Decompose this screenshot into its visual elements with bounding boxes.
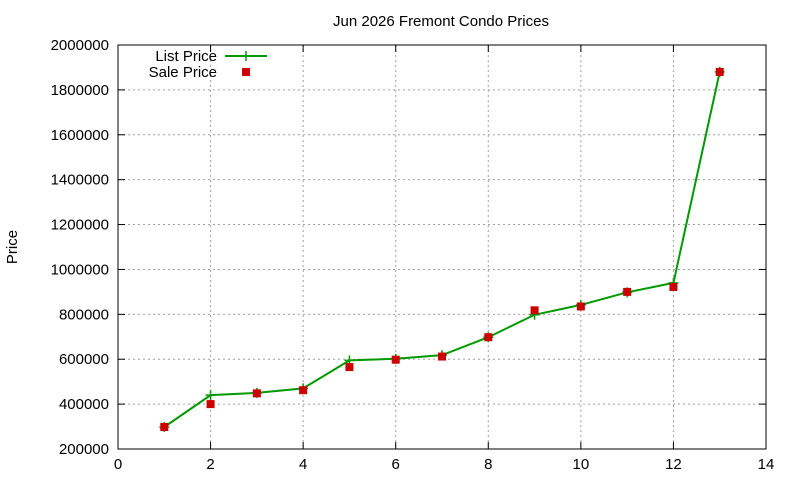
sale-price-point — [576, 302, 585, 311]
legend-swatch-sale-price — [242, 68, 250, 76]
x-tick-label: 0 — [114, 456, 122, 473]
sale-price-point — [299, 386, 308, 395]
chart-title: Jun 2026 Fremont Condo Prices — [333, 13, 549, 30]
x-tick-label: 2 — [206, 456, 214, 473]
legend-label-sale-price: Sale Price — [149, 64, 217, 81]
legend-label-list-price: List Price — [155, 48, 217, 65]
sale-price-point — [623, 287, 632, 296]
sale-price-point — [391, 355, 400, 364]
y-tick-label: 400000 — [59, 396, 109, 413]
y-tick-label: 600000 — [59, 351, 109, 368]
sale-price-point — [438, 352, 446, 361]
x-tick-label: 8 — [484, 456, 492, 473]
x-tick-label: 12 — [665, 456, 682, 473]
series-layer — [159, 66, 725, 433]
sale-price-point — [160, 423, 169, 432]
axes: 0 2 4 6 8 10 12 14 200000 400000 600000 800000 10000… — [51, 37, 775, 473]
sale-price-point — [206, 400, 215, 409]
y-tick-label: 1800000 — [51, 82, 109, 99]
y-tick-label: 1600000 — [51, 127, 109, 144]
y-axis-label: Price — [4, 230, 21, 264]
sale-price-point — [669, 282, 678, 291]
sale-price-point — [484, 333, 493, 342]
x-tick-label: 6 — [392, 456, 400, 473]
grid — [118, 45, 766, 449]
list-price-point — [205, 390, 216, 401]
y-tick-label: 1200000 — [51, 217, 109, 234]
x-tick-label: 4 — [299, 456, 307, 473]
legend-marker-list-price — [241, 51, 251, 61]
sale-price-point — [345, 363, 354, 372]
sale-price-point — [530, 306, 539, 315]
sale-price-point — [252, 389, 261, 398]
y-tick-label: 1000000 — [51, 261, 109, 278]
y-tick-label: 1400000 — [51, 172, 109, 189]
y-tick-label: 2000000 — [51, 37, 109, 54]
x-tick-label: 14 — [758, 456, 775, 473]
x-tick-label: 10 — [573, 456, 590, 473]
y-tick-label: 200000 — [59, 441, 109, 458]
sale-price-point — [715, 67, 724, 76]
plot-border — [117, 44, 767, 450]
y-tick-label: 800000 — [59, 306, 109, 323]
